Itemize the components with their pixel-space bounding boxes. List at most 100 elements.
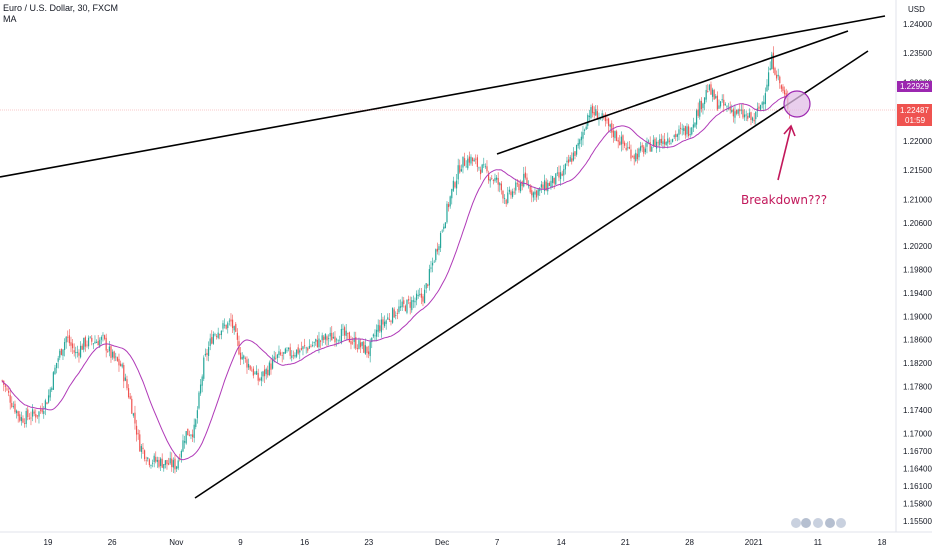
- candle-body: [665, 141, 667, 146]
- price-tick-label: 1.18600: [903, 336, 932, 345]
- candle-body: [28, 418, 30, 420]
- candle-body: [772, 52, 774, 70]
- candle-body: [593, 111, 595, 116]
- candle-body: [750, 112, 752, 121]
- event-flag-icon[interactable]: [836, 518, 846, 528]
- wedge-lower-trendline[interactable]: [194, 50, 869, 499]
- economic-events-markers[interactable]: [791, 518, 846, 528]
- price-tick-label: 1.16400: [903, 464, 932, 473]
- event-flag-icon[interactable]: [813, 518, 823, 528]
- candle-body: [161, 458, 163, 468]
- indicator-label[interactable]: MA: [3, 14, 17, 24]
- candle-body: [385, 320, 387, 324]
- candle-body: [169, 458, 171, 464]
- candle-body: [649, 142, 651, 152]
- candle-body: [57, 358, 59, 362]
- candle-body: [15, 410, 18, 414]
- candle-body: [433, 261, 435, 263]
- candle-body: [199, 384, 202, 394]
- candle-body: [769, 68, 771, 71]
- candle-body: [222, 323, 224, 329]
- price-tick-label: 1.15500: [903, 517, 932, 526]
- candle-body: [463, 158, 466, 166]
- candle-body: [195, 419, 197, 428]
- candle-body: [596, 111, 598, 120]
- candle-body: [393, 309, 395, 318]
- candle-body: [703, 97, 706, 105]
- candle-body: [417, 295, 419, 296]
- candle-body: [225, 324, 227, 329]
- candle-body: [382, 319, 384, 325]
- moving-average-line: [1, 95, 790, 461]
- candle-body: [183, 441, 186, 443]
- candle-body: [267, 369, 269, 376]
- candle-body: [91, 337, 93, 342]
- candle-body: [83, 337, 85, 350]
- candle-body: [763, 101, 765, 105]
- candle-body: [49, 389, 51, 398]
- breakdown-highlight-circle[interactable]: [783, 90, 811, 118]
- candle-body: [246, 359, 248, 368]
- candle-body: [587, 115, 589, 126]
- candle-body: [604, 114, 606, 122]
- candle-body: [508, 189, 510, 192]
- candle-body: [532, 192, 534, 198]
- candle-body: [668, 140, 670, 142]
- event-flag-icon[interactable]: [801, 518, 811, 528]
- candle-body: [46, 402, 48, 405]
- candle-body: [505, 199, 507, 204]
- wedge-upper-trendline[interactable]: [496, 30, 849, 155]
- candle-body: [278, 351, 280, 356]
- candle-body: [585, 126, 587, 130]
- price-tick-label: 1.18200: [903, 359, 932, 368]
- candle-body: [348, 332, 350, 343]
- candle-body: [500, 183, 502, 191]
- event-flag-icon[interactable]: [825, 518, 835, 528]
- candle-body: [633, 155, 635, 160]
- candle-body: [783, 90, 786, 95]
- candle-body: [425, 283, 427, 289]
- candle-body: [713, 90, 715, 100]
- candle-body: [491, 178, 493, 179]
- candle-body: [151, 462, 154, 464]
- candle-body: [551, 176, 554, 183]
- candle-body: [247, 364, 250, 368]
- candle-body: [780, 85, 782, 89]
- candle-body: [558, 172, 560, 178]
- candle-body: [334, 336, 336, 343]
- candle-body: [68, 335, 70, 344]
- candle-body: [350, 341, 352, 345]
- candle-body: [340, 328, 342, 343]
- candle-body: [273, 356, 275, 360]
- candle-body: [667, 138, 669, 144]
- price-tick-label: 1.19400: [903, 289, 932, 298]
- breakdown-annotation[interactable]: Breakdown???: [741, 193, 827, 207]
- upper-channel-trendline[interactable]: [0, 15, 886, 178]
- candle-body: [134, 412, 136, 424]
- candle-body: [364, 345, 366, 354]
- candle-body: [372, 334, 374, 337]
- candle-body: [79, 345, 82, 358]
- candle-body: [311, 345, 314, 346]
- candle-body: [723, 99, 725, 106]
- candle-body: [462, 156, 464, 168]
- symbol-title[interactable]: Euro / U.S. Dollar, 30, FXCM: [3, 3, 119, 13]
- price-tick-label: 1.17400: [903, 406, 932, 415]
- candle-body: [755, 111, 757, 120]
- candle-body: [460, 169, 462, 172]
- candle-body: [287, 347, 290, 350]
- candle-body: [270, 363, 272, 370]
- candle-body: [764, 93, 766, 105]
- candle-body: [748, 112, 750, 118]
- candle-body: [767, 72, 770, 87]
- candle-body: [411, 300, 413, 311]
- candle-body: [695, 110, 698, 125]
- event-flag-icon[interactable]: [791, 518, 801, 528]
- candle-body: [289, 347, 291, 356]
- candle-body: [519, 183, 522, 192]
- candle-body: [171, 458, 173, 468]
- candle-body: [507, 192, 509, 203]
- breakdown-arrow[interactable]: [777, 126, 792, 181]
- candle-body: [103, 335, 106, 339]
